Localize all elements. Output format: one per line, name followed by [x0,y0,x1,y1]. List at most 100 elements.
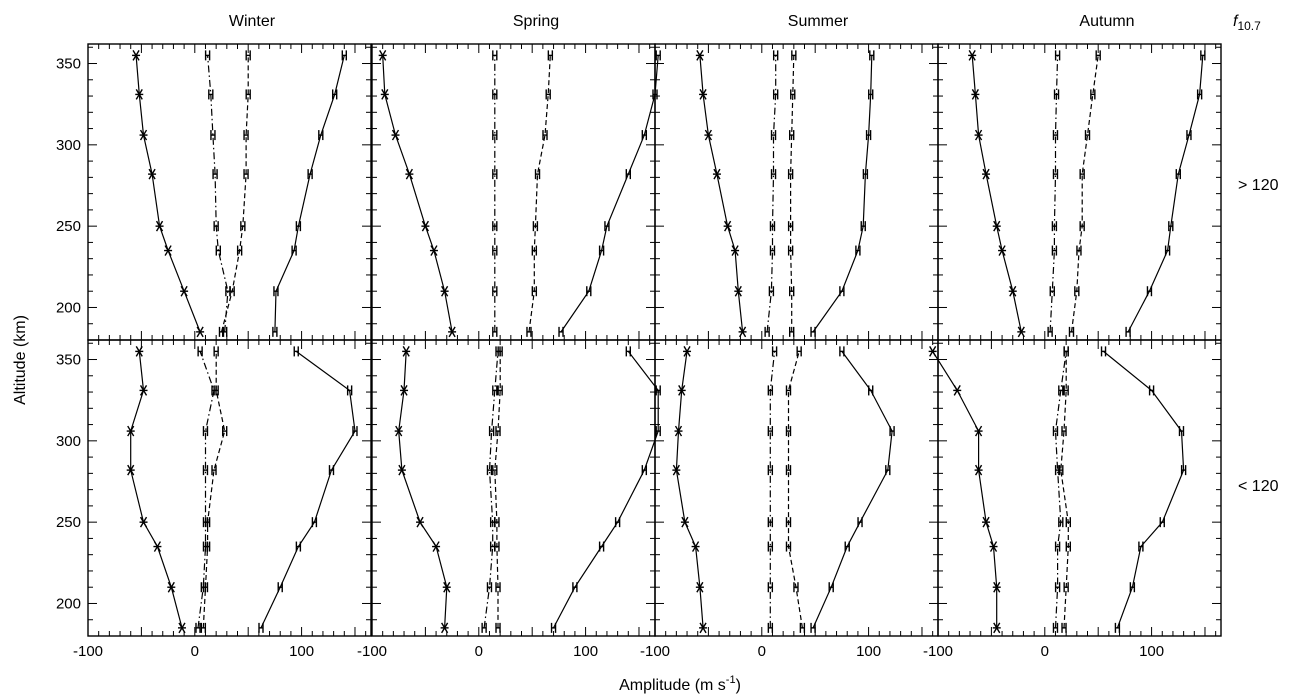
panel-summer-high-series-dashdot-point [770,169,777,180]
panel-spring-high-series-dashed-point [526,326,532,337]
panel-autumn-high-series-dashed-point [1068,326,1075,337]
panel-spring-low-series-cross-line [398,351,448,628]
panel-winter-high-series-dashed-point [243,169,249,180]
panel-summer-high-series-dashdot-point [772,50,779,61]
panel-summer-low-series-dashdot-line [769,351,776,628]
panel-spring-low-series-dashed-point [492,465,498,476]
panel-spring-high-series-dashed-line [528,55,551,332]
panel-winter-high-series-cross-point [164,245,173,256]
panel-spring-low-series-dashed-point [494,517,500,528]
panel-summer-high-series-dashed-point [788,130,795,141]
panel-spring-high-series-cross-point [405,168,414,180]
panel-autumn-low-series-cross-point [974,464,983,476]
panel-spring-high-series-solid-point [641,130,648,141]
panel-spring-high [371,43,661,341]
panel-spring-high-series-dashed-point [531,286,538,297]
panel-spring-high-series-dashdot-point [492,130,498,141]
panel-summer-low-series-solid-point [844,541,850,552]
panel-summer-high-series-solid-point [868,89,874,100]
panel-summer-high-series-solid-line [812,55,873,333]
x-tick-label: -100 [923,643,953,660]
panel-winter-low-series-cross-line [130,351,183,629]
panel-autumn-high-series-solid-point [1168,221,1174,232]
panel-spring-low-series-solid-point [641,465,648,476]
panel-spring-low-series-dashed-point [495,582,501,593]
panel-spring-high-series-dashdot-point [492,286,498,297]
panel-autumn-high-series-dashdot-point [1052,169,1059,180]
panel-spring-low: -100 0 100 [357,339,661,660]
panel-winter-low-series-solid-point [311,517,318,528]
column-title-winter: Winter [229,13,276,30]
panel-spring-low-series-cross-point [416,516,425,528]
column-title-summer: Summer [788,13,849,30]
panel-summer-low-series-solid-point [885,465,891,476]
panel-autumn-high-series-solid-point [1200,50,1206,61]
panel-autumn-low-frame [937,339,1222,637]
panel-winter-high-series-dashed-line [220,55,249,333]
panel-summer-high-series-solid-point [810,326,816,337]
panel-autumn-low-series-dashdot-line [1054,351,1067,628]
panel-spring-high-series-solid-line [560,55,659,333]
panel-spring-low-series-dashdot-point [489,517,496,528]
panel-autumn-high-series-cross-point [992,220,1001,232]
panel-spring-high-series-cross-line [382,55,453,333]
panel-autumn-high-series-solid-point [1175,169,1181,180]
x-tick-label: -100 [357,643,387,660]
panel-spring-low-series-dashdot-line [483,351,499,628]
panel-autumn-high-series-cross-point [971,89,980,100]
panel-winter-high-series-dashdot-point [221,326,228,337]
panel-summer-high-series-dashed-point [788,286,795,297]
row-header-subscript: 10.7 [1237,19,1261,33]
panel-winter-low-series-dashdot-point [202,426,209,437]
panel-winter-high-series-dashed-point [245,50,251,61]
panel-winter-high-series-dashed-point [243,130,249,141]
panel-winter-high-series-dashdot-point [215,245,221,256]
panel-winter-high-series-dashdot-point [210,130,216,141]
panel-autumn-low-series-solid-point [1178,426,1185,437]
panel-spring-low-series-solid-point [655,385,661,396]
panel-autumn-low-series-dashdot-point [1052,426,1059,437]
panel-winter-low-series-dashdot-point [211,385,217,396]
panel-summer-low-series-solid-point [868,385,874,396]
panel-winter-high-series-cross-point [148,168,157,180]
y-tick-label: 200 [56,595,81,612]
panel-summer-low-series-dashed-point [785,426,792,437]
panel-spring-low-series-dashed-point [495,426,501,437]
x-tick-label: 0 [191,643,199,660]
panel-summer-high-series-cross-point [731,245,740,256]
panel-winter-high-series-cross-point [139,129,148,141]
panel-spring-low-series-solid-point [614,517,621,528]
panel-summer-low-series-solid-line [812,351,893,629]
panel-spring-low-frame [371,339,656,637]
panel-winter-low-series-dashed-point [221,426,228,437]
panel-spring-high-series-cross-point [391,129,400,141]
column-title-autumn: Autumn [1079,13,1134,30]
panel-autumn-low-series-dashdot-point [1054,541,1061,552]
panel-spring-high-series-dashed-point [534,169,541,180]
panel-winter-high-series-cross-point [155,220,164,232]
panel-winter-low-series-cross-point [153,541,162,552]
panel-autumn-low-series-cross-point [928,346,937,357]
panel-winter-high-series-dashed-point [229,286,235,297]
panel-winter-high-series-dashdot-point [204,50,211,61]
panel-autumn-low-series-cross-point [974,425,983,437]
panel-winter-high-series-solid-line [274,55,345,332]
panel-winter-high-series-dashed-point [240,221,246,232]
panel-autumn-low-series-solid-line [1103,350,1185,629]
panel-summer-high-series-dashed-point [791,50,797,61]
panel-summer-high-series-cross-point [738,326,747,338]
panel-spring-high-series-solid-point [558,326,564,337]
panel-autumn-high-series-dashed-point [1074,286,1080,297]
panel-summer-high-series-solid-point [869,50,875,61]
panel-summer-high-series-dashdot-point [768,286,775,297]
panel-autumn-low-series-solid-point [1180,465,1187,476]
panel-spring-high-series-dashed-point [542,130,548,141]
panel-summer-high-series-solid-point [865,130,872,141]
panel-spring-high-series-dashed-point [545,89,551,100]
panel-winter-low-series-dashed-point [211,465,217,476]
panel-winter-low-series-dashdot-point [202,541,209,552]
panel-autumn-low-series-dashed-point [1061,426,1067,437]
panel-winter-high-series-dashdot-point [212,169,218,180]
panel-autumn-high-series-cross-line [971,55,1022,333]
